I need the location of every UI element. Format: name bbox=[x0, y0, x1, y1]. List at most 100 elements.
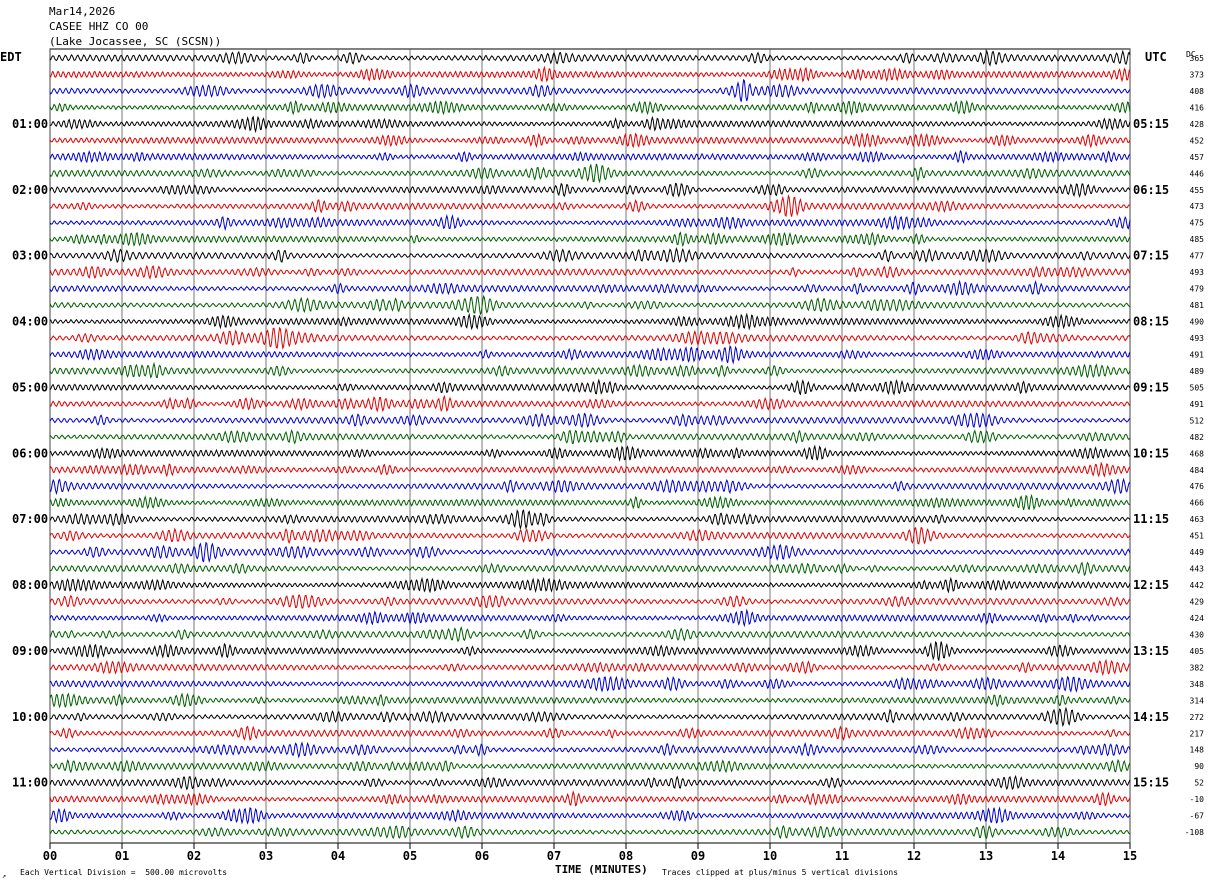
x-axis-title: TIME (MINUTES) bbox=[555, 863, 648, 876]
dc-offset-label: 476 bbox=[1190, 482, 1205, 491]
x-tick-label: 04 bbox=[331, 849, 345, 863]
seismic-trace bbox=[49, 790, 1131, 807]
left-hour-label: 08:00 bbox=[12, 578, 48, 592]
dc-offset-label: 382 bbox=[1190, 663, 1205, 672]
left-hour-label: 03:00 bbox=[12, 249, 48, 263]
dc-offset-label: 449 bbox=[1190, 548, 1205, 557]
left-hour-label: 01:00 bbox=[12, 117, 48, 131]
x-tick-label: 09 bbox=[691, 849, 705, 863]
seismic-trace bbox=[49, 594, 1131, 609]
dc-offset-label: 428 bbox=[1190, 120, 1205, 129]
dc-offset-label: 505 bbox=[1190, 383, 1205, 392]
dc-offset-label: 408 bbox=[1190, 87, 1205, 96]
right-timezone-label: UTC bbox=[1145, 50, 1167, 64]
left-hour-label: 06:00 bbox=[12, 446, 48, 460]
seismic-trace bbox=[49, 344, 1131, 365]
dc-offset-label: 477 bbox=[1190, 252, 1205, 261]
corner-mark: ↗ bbox=[2, 872, 6, 880]
seismic-trace bbox=[49, 675, 1131, 693]
left-hour-label: 09:00 bbox=[12, 644, 48, 658]
dc-offset-label: 451 bbox=[1190, 532, 1205, 541]
x-tick-label: 15 bbox=[1123, 849, 1137, 863]
dc-offset-label: 468 bbox=[1190, 449, 1205, 458]
seismic-trace bbox=[49, 279, 1131, 297]
seismic-trace bbox=[49, 692, 1131, 709]
dc-offset-label: 52 bbox=[1194, 779, 1204, 788]
seismic-trace bbox=[49, 576, 1131, 594]
seismic-trace bbox=[49, 65, 1131, 83]
dc-offset-label: -67 bbox=[1190, 812, 1205, 821]
seismic-trace bbox=[49, 247, 1131, 264]
seismic-trace bbox=[49, 78, 1131, 102]
seismic-trace bbox=[49, 132, 1131, 149]
seismic-trace bbox=[49, 231, 1131, 248]
dc-offset-label: 424 bbox=[1190, 614, 1205, 623]
right-hour-label: 07:15 bbox=[1133, 249, 1169, 263]
seismic-trace bbox=[49, 412, 1131, 429]
seismic-trace bbox=[49, 541, 1131, 564]
dc-offset-label: 491 bbox=[1190, 400, 1205, 409]
seismic-trace bbox=[49, 163, 1131, 184]
seismic-trace bbox=[49, 706, 1131, 728]
seismic-trace bbox=[49, 806, 1131, 825]
seismic-trace bbox=[49, 182, 1131, 198]
dc-offset-label: 490 bbox=[1190, 318, 1205, 327]
dc-offset-label: 493 bbox=[1190, 334, 1205, 343]
clip-note: Traces clipped at plus/minus 5 vertical … bbox=[662, 868, 898, 877]
left-hour-label: 02:00 bbox=[12, 183, 48, 197]
dc-offset-label: 365 bbox=[1190, 54, 1205, 63]
dc-offset-label: -108 bbox=[1185, 828, 1204, 837]
x-tick-label: 02 bbox=[187, 849, 201, 863]
seismic-trace bbox=[49, 477, 1131, 496]
dc-offset-label: 485 bbox=[1190, 235, 1205, 244]
seismic-trace bbox=[49, 774, 1131, 791]
seismic-trace bbox=[49, 509, 1131, 531]
seismic-trace bbox=[49, 825, 1131, 840]
dc-offset-label: 446 bbox=[1190, 169, 1205, 178]
dc-offset-label: 416 bbox=[1190, 103, 1205, 112]
right-hour-label: 10:15 bbox=[1133, 446, 1169, 460]
dc-offset-label: -10 bbox=[1190, 795, 1205, 804]
dc-offset-label: 489 bbox=[1190, 367, 1205, 376]
x-tick-label: 13 bbox=[979, 849, 993, 863]
left-hour-label: 05:00 bbox=[12, 380, 48, 394]
seismic-trace bbox=[49, 640, 1131, 661]
right-hour-label: 15:15 bbox=[1133, 776, 1169, 790]
dc-offset-label: 148 bbox=[1190, 746, 1205, 755]
seismic-trace bbox=[49, 361, 1131, 379]
seismic-trace bbox=[49, 264, 1131, 280]
seismic-trace bbox=[49, 99, 1131, 116]
seismic-trace bbox=[49, 149, 1131, 164]
dc-offset-label: 443 bbox=[1190, 565, 1205, 574]
dc-offset-label: 475 bbox=[1190, 219, 1205, 228]
left-timezone-label: EDT bbox=[0, 50, 22, 64]
x-tick-label: 03 bbox=[259, 849, 273, 863]
dc-offset-label: 512 bbox=[1190, 416, 1205, 425]
dc-offset-label: 466 bbox=[1190, 499, 1205, 508]
x-tick-label: 12 bbox=[907, 849, 921, 863]
right-hour-label: 14:15 bbox=[1133, 710, 1169, 724]
dc-offset-label: 493 bbox=[1190, 268, 1205, 277]
scale-note: Each Vertical Division = 500.00 microvol… bbox=[20, 868, 227, 877]
right-hour-label: 05:15 bbox=[1133, 117, 1169, 131]
dc-offset-label: 90 bbox=[1194, 762, 1204, 771]
x-tick-label: 06 bbox=[475, 849, 489, 863]
x-tick-label: 05 bbox=[403, 849, 417, 863]
dc-offset-label: 373 bbox=[1190, 70, 1205, 79]
seismic-trace bbox=[49, 444, 1131, 462]
dc-offset-label: 314 bbox=[1190, 696, 1205, 705]
seismic-trace bbox=[49, 741, 1131, 759]
seismic-trace bbox=[49, 625, 1131, 643]
x-tick-label: 08 bbox=[619, 849, 633, 863]
header-station: CASEE HHZ CO 00 bbox=[49, 20, 149, 33]
seismic-trace bbox=[49, 758, 1131, 774]
dc-offset-label: 473 bbox=[1190, 202, 1205, 211]
x-tick-label: 11 bbox=[835, 849, 849, 863]
dc-offset-label: 457 bbox=[1190, 153, 1205, 162]
right-hour-label: 13:15 bbox=[1133, 644, 1169, 658]
left-hour-label: 11:00 bbox=[12, 776, 48, 790]
dc-offset-label: 484 bbox=[1190, 466, 1205, 475]
dc-offset-label: 482 bbox=[1190, 433, 1205, 442]
seismic-trace bbox=[49, 561, 1131, 577]
